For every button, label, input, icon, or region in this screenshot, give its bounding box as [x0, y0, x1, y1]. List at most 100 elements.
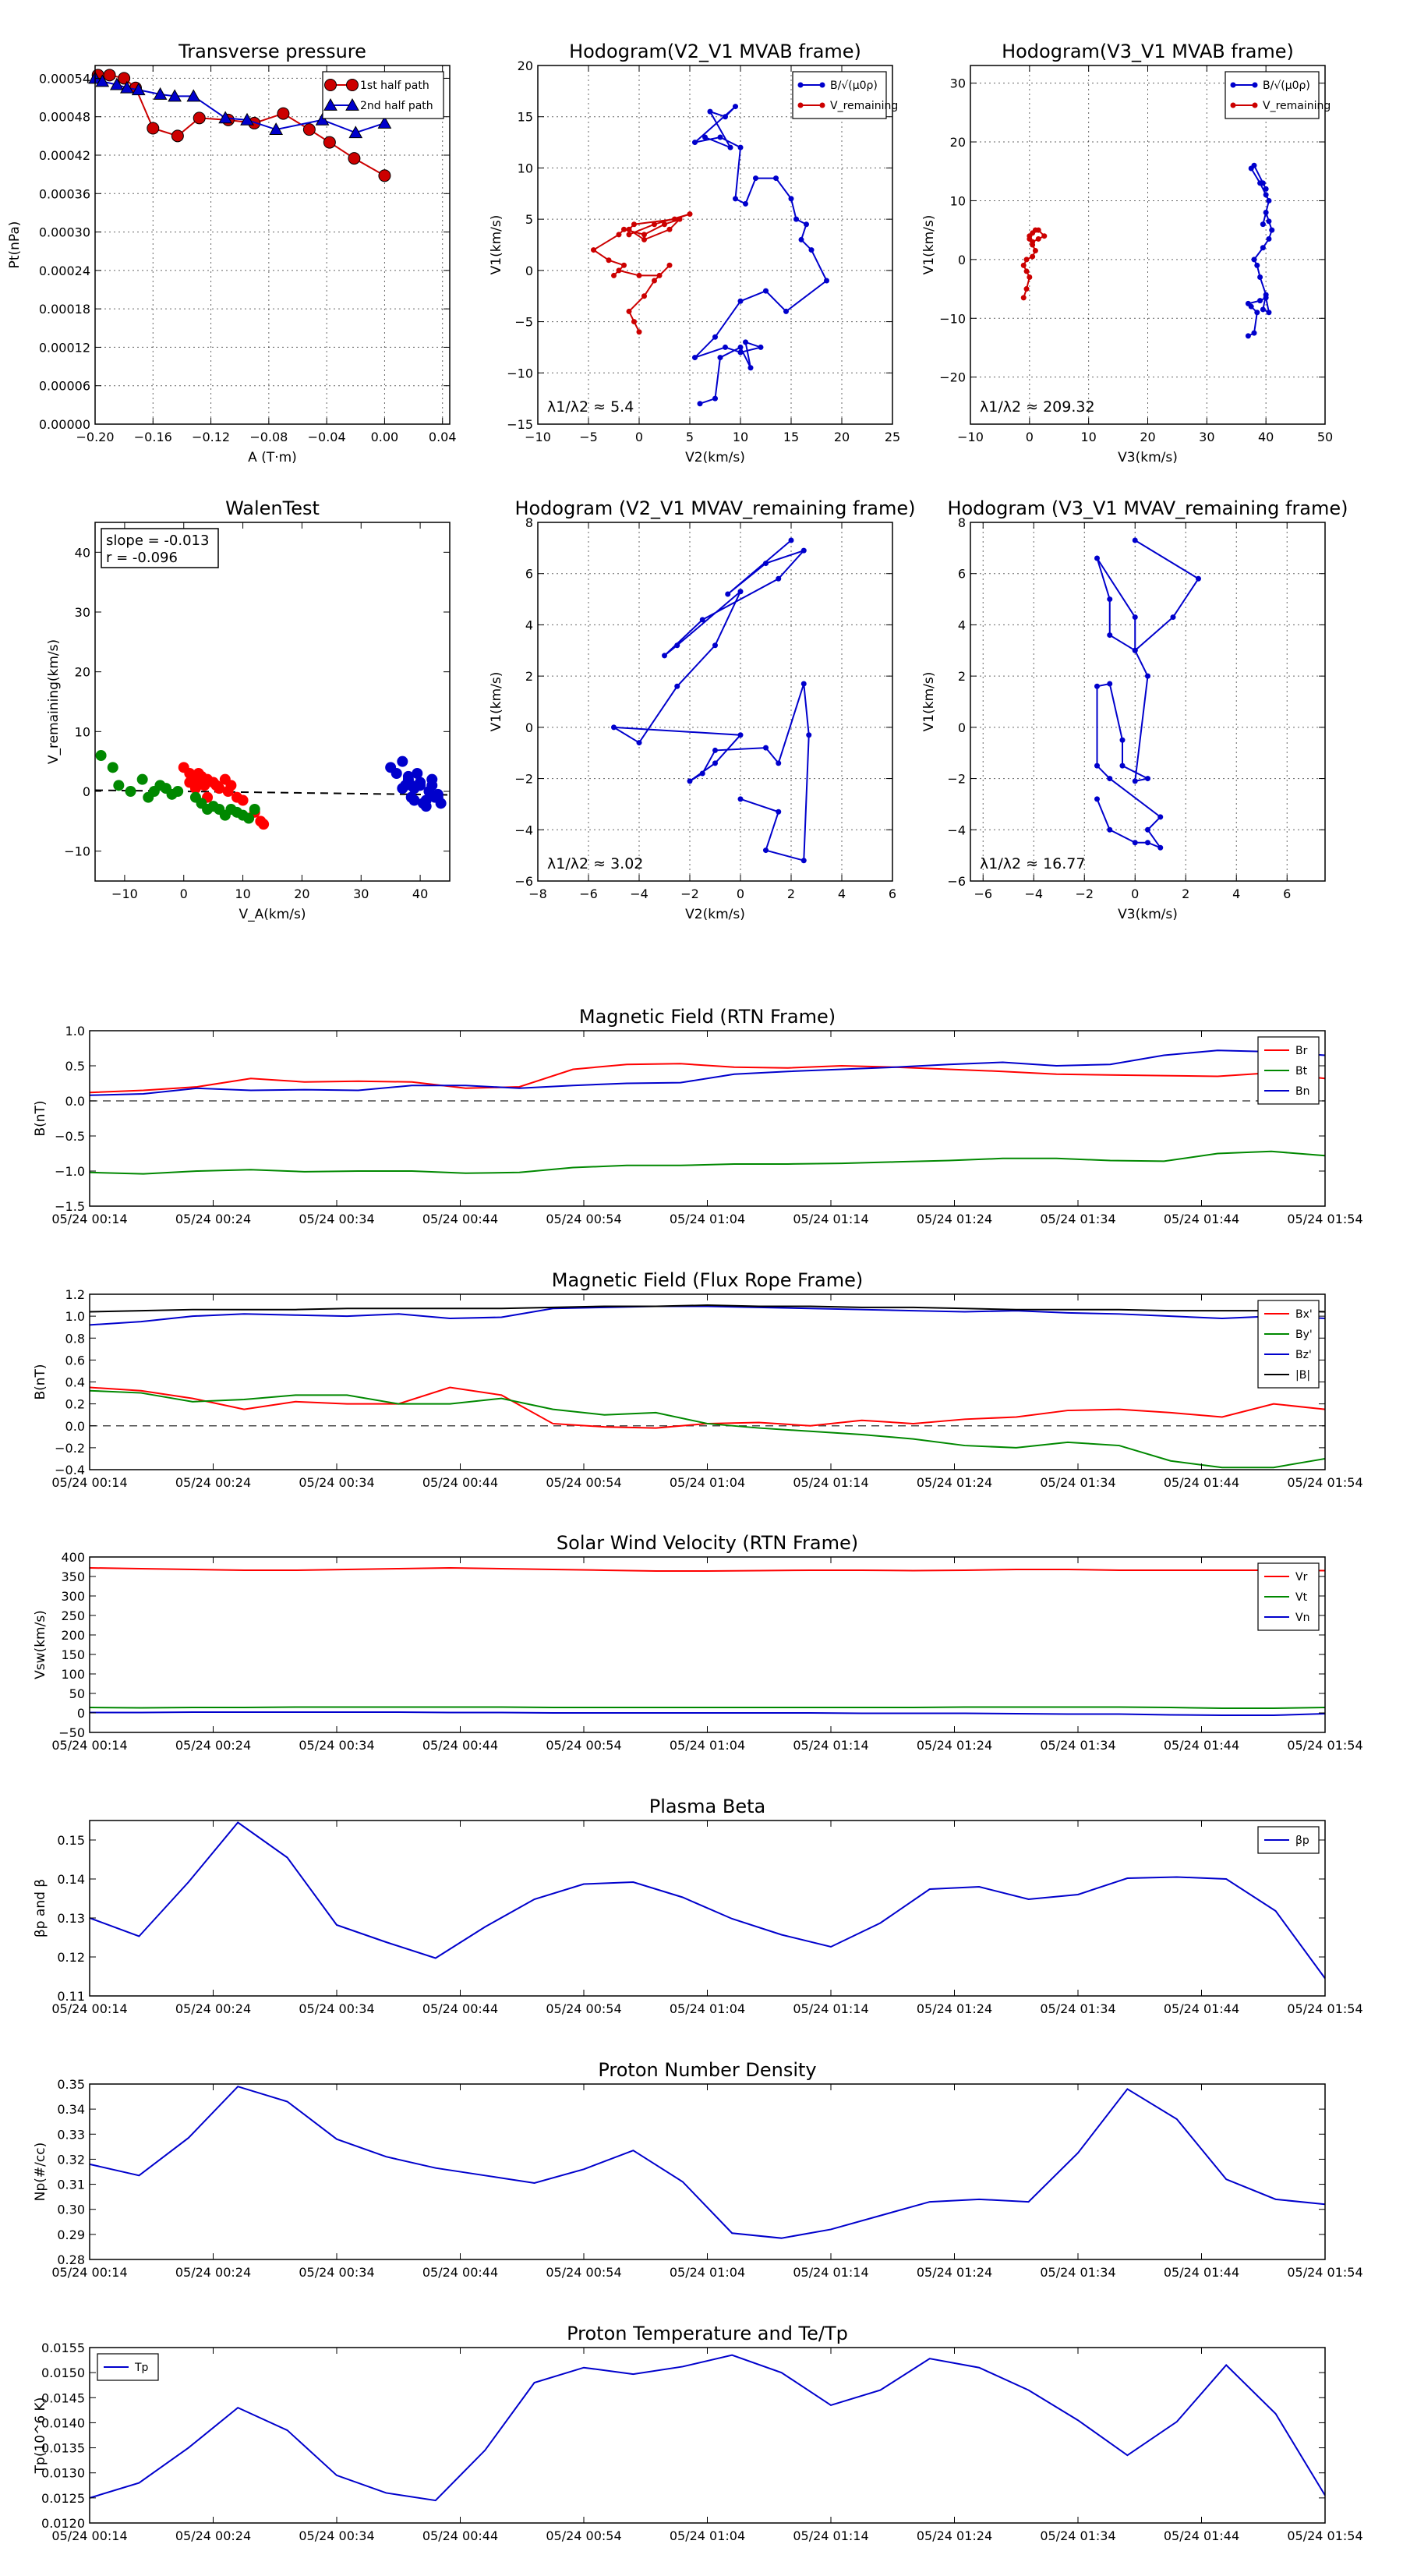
x-tick-label: −4 — [630, 886, 648, 901]
y-tick-label: 0 — [958, 720, 966, 735]
data-point — [240, 112, 254, 126]
data-point — [1266, 235, 1272, 242]
data-point — [737, 796, 744, 802]
data-point — [172, 786, 184, 797]
y-tick-label: 100 — [61, 1667, 85, 1682]
data-point — [674, 642, 680, 649]
data-point — [113, 780, 125, 791]
y-tick-label: 0.5 — [65, 1059, 85, 1074]
data-point — [712, 642, 718, 649]
series-line — [89, 1305, 1326, 1326]
legend-label: By' — [1295, 1329, 1313, 1341]
legend-label: Vr — [1295, 1571, 1308, 1583]
y-tick-label: 2 — [958, 669, 966, 684]
y-tick-label: 0.34 — [57, 2102, 85, 2117]
y-tick-label: −20 — [939, 370, 966, 385]
data-point — [806, 732, 812, 738]
x-tick-label: 10 — [733, 430, 748, 444]
x-tick-label: 05/24 00:34 — [299, 1475, 374, 1490]
legend-marker — [345, 97, 359, 111]
data-point — [783, 308, 789, 314]
x-tick-label: −0.12 — [192, 430, 230, 444]
data-point — [397, 755, 408, 767]
chart-title: Transverse pressure — [178, 41, 366, 62]
series-line — [1096, 540, 1200, 850]
data-point — [1107, 681, 1113, 687]
y-tick-label: 0 — [958, 253, 966, 267]
data-point — [662, 653, 667, 659]
x-tick-label: 05/24 01:24 — [917, 1738, 992, 1753]
x-tick-label: −4 — [1024, 886, 1043, 901]
y-tick-label: 0 — [525, 720, 533, 735]
data-point — [804, 221, 809, 228]
data-point — [1094, 555, 1100, 561]
x-axis-label: V2(km/s) — [685, 450, 745, 465]
data-point — [606, 257, 612, 264]
legend-marker — [323, 97, 337, 111]
y-tick-label: 0.00018 — [39, 302, 90, 317]
y-axis-label: Vsw(km/s) — [33, 1610, 48, 1679]
y-axis-label: B(nT) — [33, 1100, 48, 1136]
x-tick-label: 15 — [783, 430, 799, 444]
data-point — [255, 816, 267, 827]
series-line — [89, 1821, 1326, 1980]
x-tick-label: 05/24 00:44 — [422, 2001, 498, 2016]
data-point — [1027, 274, 1033, 280]
data-point — [1157, 844, 1164, 851]
legend-label: Vt — [1295, 1591, 1308, 1604]
series-line — [89, 1304, 1326, 1313]
legend-label: Br — [1295, 1045, 1308, 1057]
y-tick-label: −5 — [514, 315, 533, 330]
y-tick-label: 0 — [525, 264, 533, 278]
x-tick-label: 05/24 00:14 — [51, 1212, 127, 1226]
y-tick-label: 0.00030 — [39, 225, 90, 240]
y-tick-label: 0.28 — [57, 2252, 85, 2267]
legend-marker — [346, 79, 359, 91]
chart-walen_test: −10 0 10 20 30 40 −10 0 10 20 30 40 WalenTest V_A(km/… — [46, 497, 451, 922]
series-line — [89, 1150, 1326, 1175]
data-point — [1145, 840, 1150, 846]
legend-label: |B| — [1295, 1369, 1310, 1382]
data-point — [824, 278, 829, 284]
data-point — [773, 175, 779, 182]
x-tick-label: −10 — [111, 886, 138, 901]
data-point — [1023, 286, 1030, 292]
y-tick-label: 400 — [61, 1550, 85, 1565]
legend-label: βp — [1295, 1835, 1309, 1847]
x-tick-label: 05/24 01:34 — [1040, 1475, 1115, 1490]
x-tick-label: 05/24 01:44 — [1164, 2001, 1239, 2016]
x-tick-label: 05/24 00:24 — [175, 1475, 251, 1490]
x-tick-label: 40 — [412, 886, 428, 901]
data-point — [348, 126, 363, 139]
y-tick-label: 4 — [958, 617, 966, 632]
x-tick-label: 05/24 00:14 — [51, 2528, 127, 2543]
data-point — [611, 272, 617, 278]
x-tick-label: 05/24 01:24 — [917, 2265, 992, 2280]
data-point — [168, 89, 182, 102]
y-tick-label: 200 — [61, 1628, 85, 1643]
data-point — [712, 334, 718, 340]
data-point — [1119, 763, 1126, 769]
legend: B/√(μ0ρ) V_remaining — [792, 71, 898, 119]
series-line — [89, 2354, 1326, 2502]
y-tick-label: −2 — [514, 772, 533, 787]
plot-frame — [89, 1556, 1326, 1733]
legend-frame — [1225, 71, 1320, 119]
series-line — [613, 540, 810, 862]
data-point — [699, 617, 705, 623]
data-point — [1132, 614, 1138, 621]
x-tick-label: 05/24 01:34 — [1040, 1738, 1115, 1753]
data-point — [621, 226, 627, 232]
plot-frame — [537, 65, 893, 425]
series-line — [89, 1389, 1326, 1469]
legend-label: B/√(μ0ρ) — [830, 80, 878, 92]
x-tick-label: 05/24 01:44 — [1164, 1212, 1239, 1226]
data-point — [737, 589, 744, 595]
data-point — [426, 780, 438, 791]
data-point — [743, 339, 748, 345]
chart-proton_number_density: 05/24 00:14 05/24 00:24 05/24 00:34 05/24 0… — [33, 2059, 1363, 2280]
legend-marker — [819, 82, 825, 88]
x-tick-label: 05/24 01:54 — [1287, 1738, 1362, 1753]
legend-frame — [1257, 1300, 1320, 1389]
